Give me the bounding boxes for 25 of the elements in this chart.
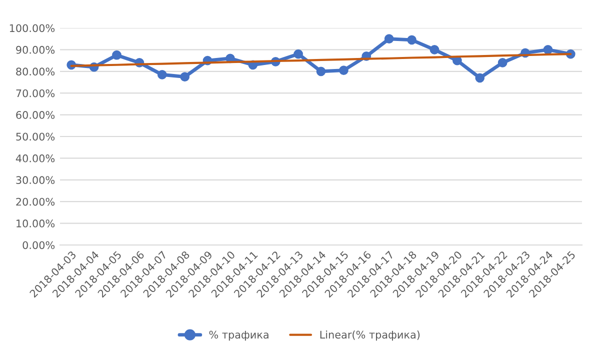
legend-label: Linear(% трафика) bbox=[320, 330, 420, 341]
point bbox=[475, 73, 485, 83]
point bbox=[384, 34, 394, 44]
point bbox=[407, 35, 416, 45]
y-tick-label: 40.00% bbox=[16, 154, 55, 162]
point bbox=[339, 66, 348, 75]
point bbox=[430, 45, 440, 54]
y-tick-label: 90.00% bbox=[16, 46, 55, 54]
point bbox=[112, 50, 122, 60]
point bbox=[157, 70, 167, 80]
point bbox=[316, 66, 326, 76]
point bbox=[294, 49, 303, 59]
point bbox=[498, 58, 508, 68]
y-tick-label: 10.00% bbox=[16, 220, 55, 228]
y-tick-label: 100.00% bbox=[10, 24, 55, 32]
y-tick-label: 30.00% bbox=[16, 176, 55, 184]
point bbox=[543, 45, 553, 54]
point bbox=[180, 72, 190, 82]
legend-label: % трафика bbox=[209, 330, 268, 341]
y-tick-label: 0.00% bbox=[22, 241, 55, 250]
y-tick-label: 50.00% bbox=[16, 132, 55, 141]
y-tick-label: 60.00% bbox=[16, 111, 55, 119]
y-tick-label: 70.00% bbox=[16, 89, 55, 98]
y-tick-label: 20.00% bbox=[16, 198, 55, 206]
y-tick-label: 80.00% bbox=[16, 68, 55, 76]
